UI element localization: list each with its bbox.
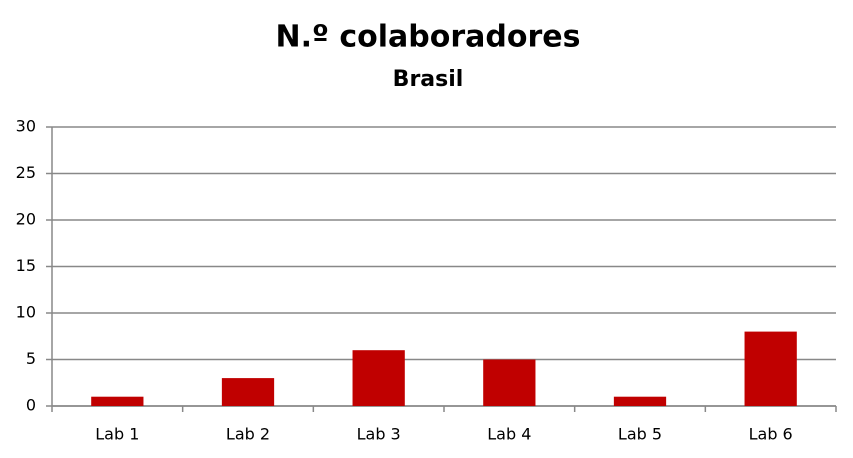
- y-tick-label: 10: [16, 303, 36, 322]
- y-tick-label: 20: [16, 210, 36, 229]
- bar: [352, 350, 405, 406]
- y-tick-label: 25: [16, 163, 36, 182]
- x-tick-label: Lab 4: [487, 425, 531, 444]
- bar: [221, 378, 275, 406]
- y-tick-label: 30: [16, 117, 36, 136]
- x-tick-label: Lab 2: [226, 425, 270, 444]
- bar: [613, 396, 667, 406]
- y-tick-label: 0: [26, 396, 36, 415]
- bar: [91, 396, 144, 406]
- x-tick-label: Lab 3: [357, 425, 401, 444]
- y-tick-label: 15: [16, 256, 36, 275]
- x-tick-label: Lab 6: [749, 425, 793, 444]
- chart-subtitle: Brasil: [393, 67, 464, 92]
- x-tick-label: Lab 5: [618, 425, 662, 444]
- chart-title: N.º colaboradores: [276, 20, 581, 55]
- x-tick-label: Lab 1: [95, 425, 139, 444]
- bar: [744, 331, 797, 406]
- y-tick-label: 5: [26, 349, 36, 368]
- bar: [483, 359, 536, 406]
